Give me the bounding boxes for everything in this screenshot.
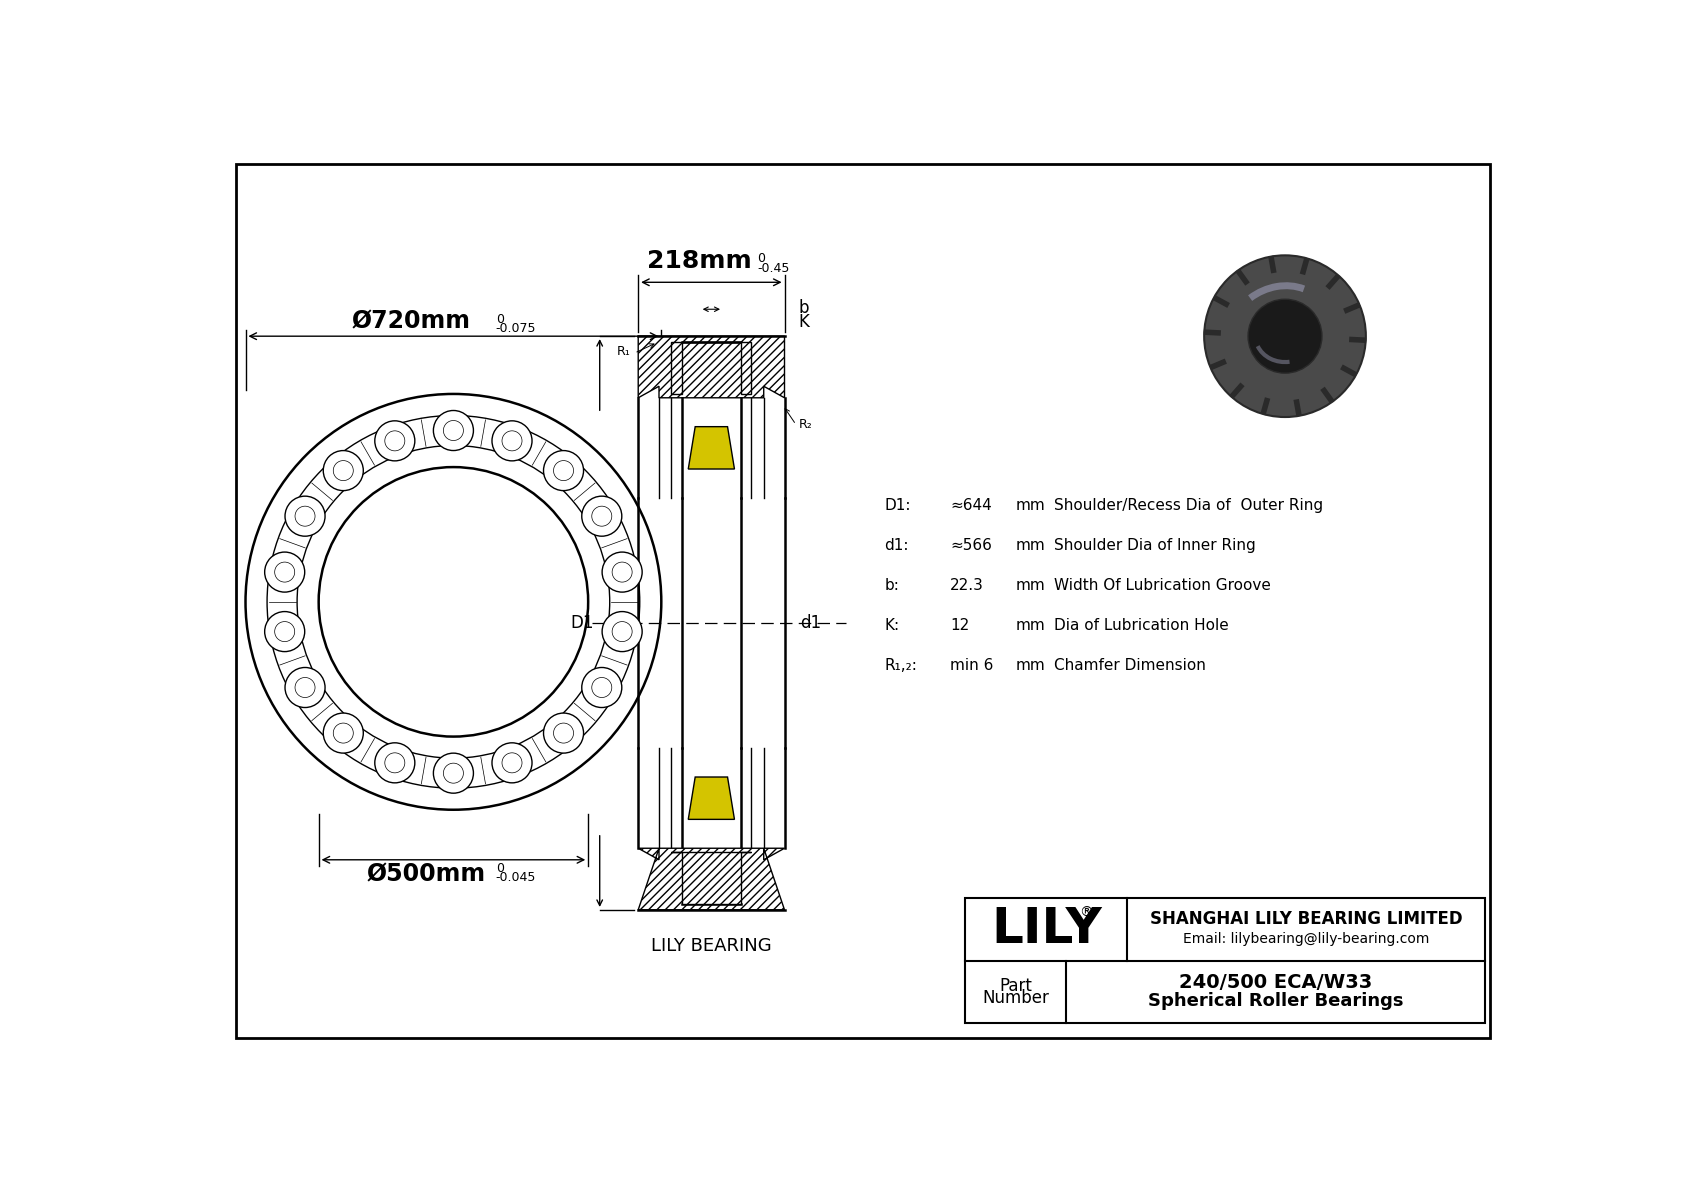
Circle shape xyxy=(1204,255,1366,417)
Circle shape xyxy=(323,713,364,753)
Text: ®: ® xyxy=(1079,905,1093,919)
Text: K:: K: xyxy=(884,618,899,634)
Text: SHANGHAI LILY BEARING LIMITED: SHANGHAI LILY BEARING LIMITED xyxy=(1150,910,1462,928)
Text: 240/500 ECA/W33: 240/500 ECA/W33 xyxy=(1179,973,1372,992)
Text: mm: mm xyxy=(1015,498,1046,513)
Text: 0: 0 xyxy=(495,862,504,875)
Circle shape xyxy=(264,611,305,651)
Text: D1:: D1: xyxy=(884,498,911,513)
Text: d1: d1 xyxy=(800,615,822,632)
Text: d1:: d1: xyxy=(884,538,909,553)
Text: -0.45: -0.45 xyxy=(758,262,790,275)
Text: Ø720mm: Ø720mm xyxy=(352,310,470,333)
Polygon shape xyxy=(689,777,734,819)
Polygon shape xyxy=(672,852,751,904)
Circle shape xyxy=(376,420,414,461)
Circle shape xyxy=(285,497,325,536)
Polygon shape xyxy=(689,426,734,469)
Polygon shape xyxy=(672,342,751,394)
Text: Part: Part xyxy=(999,977,1032,994)
Text: Dia of Lubrication Hole: Dia of Lubrication Hole xyxy=(1054,618,1229,634)
Text: R₂: R₂ xyxy=(798,418,812,431)
Text: LILY: LILY xyxy=(990,905,1101,954)
Bar xyxy=(965,898,1485,1023)
Circle shape xyxy=(603,553,642,592)
Circle shape xyxy=(544,713,584,753)
Text: Number: Number xyxy=(982,989,1049,1008)
Text: K: K xyxy=(798,312,810,331)
Text: Shoulder/Recess Dia of  Outer Ring: Shoulder/Recess Dia of Outer Ring xyxy=(1054,498,1324,513)
Text: LILY BEARING: LILY BEARING xyxy=(652,937,771,955)
Text: mm: mm xyxy=(1015,618,1046,634)
Text: mm: mm xyxy=(1015,538,1046,553)
Text: min 6: min 6 xyxy=(950,659,994,673)
Text: Shoulder Dia of Inner Ring: Shoulder Dia of Inner Ring xyxy=(1054,538,1256,553)
Circle shape xyxy=(376,743,414,782)
Text: b:: b: xyxy=(884,578,899,593)
Text: Chamfer Dimension: Chamfer Dimension xyxy=(1054,659,1206,673)
Circle shape xyxy=(1248,299,1322,373)
Text: -0.075: -0.075 xyxy=(495,322,536,335)
Text: b: b xyxy=(798,299,808,317)
Text: 0: 0 xyxy=(758,252,766,266)
Text: 0: 0 xyxy=(495,313,504,326)
Text: Email: lilybearing@lily-bearing.com: Email: lilybearing@lily-bearing.com xyxy=(1182,931,1430,946)
Text: 22.3: 22.3 xyxy=(950,578,983,593)
Polygon shape xyxy=(638,848,785,910)
Circle shape xyxy=(581,497,621,536)
Text: ≈566: ≈566 xyxy=(950,538,992,553)
Circle shape xyxy=(433,411,473,450)
Circle shape xyxy=(285,667,325,707)
Text: Spherical Roller Bearings: Spherical Roller Bearings xyxy=(1147,992,1403,1010)
Circle shape xyxy=(433,753,473,793)
Text: Ø500mm: Ø500mm xyxy=(367,862,487,887)
Circle shape xyxy=(603,611,642,651)
Circle shape xyxy=(492,743,532,782)
Circle shape xyxy=(264,553,305,592)
Text: 12: 12 xyxy=(950,618,970,634)
Text: ≈644: ≈644 xyxy=(950,498,992,513)
Text: mm: mm xyxy=(1015,659,1046,673)
Text: R₁: R₁ xyxy=(616,345,630,358)
Polygon shape xyxy=(638,336,785,398)
Circle shape xyxy=(492,420,532,461)
Circle shape xyxy=(544,450,584,491)
Text: D1: D1 xyxy=(571,615,593,632)
Circle shape xyxy=(581,667,621,707)
Text: R₁,₂:: R₁,₂: xyxy=(884,659,918,673)
Text: -0.045: -0.045 xyxy=(495,871,536,884)
Circle shape xyxy=(323,450,364,491)
Text: Width Of Lubrication Groove: Width Of Lubrication Groove xyxy=(1054,578,1271,593)
Text: mm: mm xyxy=(1015,578,1046,593)
Text: 218mm: 218mm xyxy=(647,249,753,273)
